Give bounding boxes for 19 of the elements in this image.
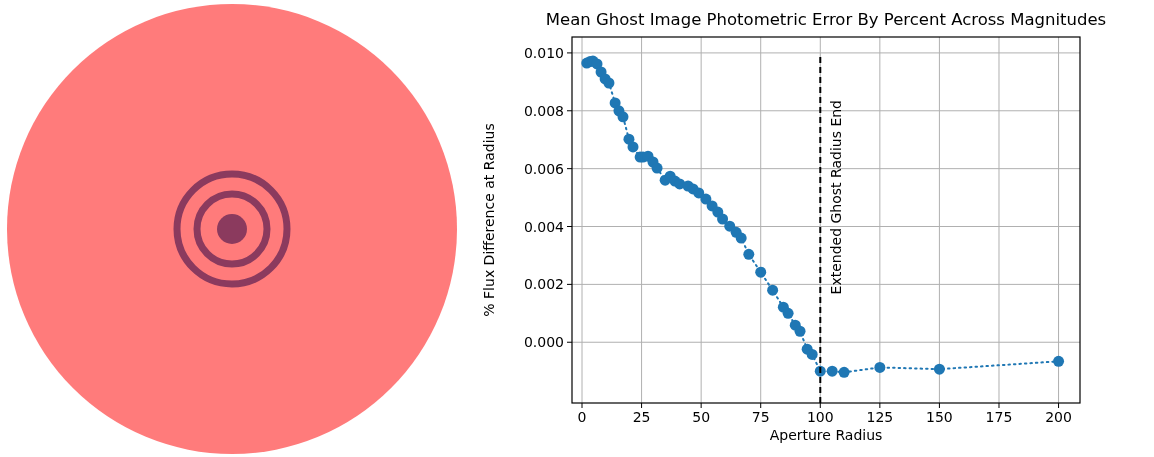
x-tick-label: 200	[1045, 409, 1072, 425]
x-tick-label: 50	[692, 409, 711, 425]
ref-line-label: Extended Ghost Radius End	[828, 100, 845, 295]
x-tick-label: 125	[866, 409, 894, 425]
y-axis-title: % Flux Difference at Radius	[481, 123, 497, 317]
y-tick-label: 0.006	[523, 160, 565, 177]
x-tick-label: 175	[985, 409, 1013, 425]
x-tick-label: 75	[751, 409, 770, 425]
y-tick-label: 0.010	[523, 44, 564, 61]
x-tick-label: 100	[806, 409, 834, 425]
y-tick-label: 0.002	[523, 276, 564, 293]
y-tick-label: 0.000	[523, 334, 564, 351]
x-tick-label: 0	[577, 409, 587, 425]
y-tick-label: 0.004	[523, 218, 565, 235]
x-axis-title: Aperture Radius	[769, 427, 883, 443]
x-tick-label: 25	[632, 409, 651, 425]
x-tick-label: 150	[926, 409, 953, 425]
y-tick-label: 0.008	[523, 102, 564, 119]
chart-title: Mean Ghost Image Photometric Error By Percent Across Magnitudes	[545, 10, 1107, 29]
